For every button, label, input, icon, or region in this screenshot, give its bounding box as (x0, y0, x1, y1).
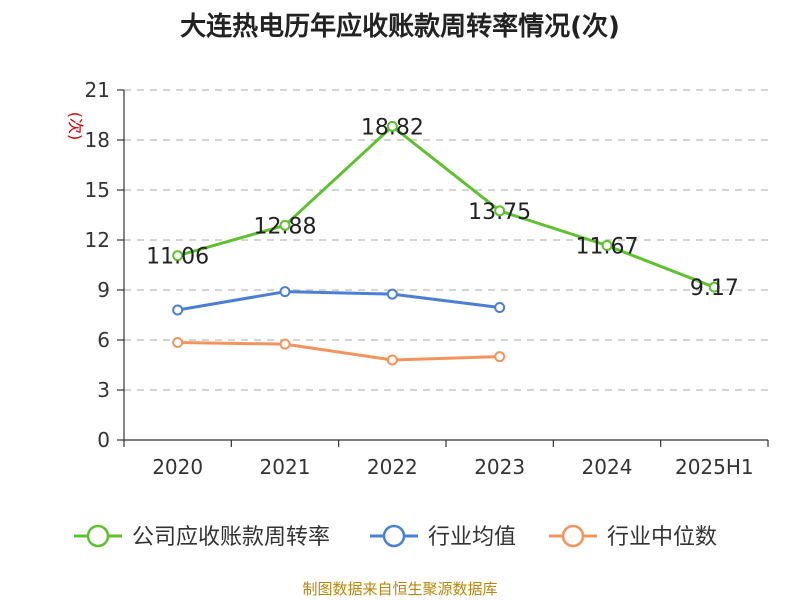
x-tick-label: 2022 (367, 455, 418, 479)
data-label: 18.82 (361, 115, 424, 140)
x-tick-label: 2021 (260, 455, 311, 479)
series-lines (172, 120, 720, 366)
x-tick-label: 2023 (474, 455, 525, 479)
data-point (708, 281, 720, 293)
x-tick-label: 2025H1 (675, 455, 754, 479)
y-tick-label: 18 (85, 128, 110, 152)
y-tick-label: 15 (85, 178, 110, 202)
legend-marker (382, 524, 406, 548)
legend: 公司应收账款周转率 行业均值 行业中位数 (74, 524, 717, 550)
x-tick-label: 2024 (582, 455, 633, 479)
grid-lines (124, 89, 768, 391)
data-labels: 11.06 12.88 18.82 13.75 11.67 9.17 (146, 115, 739, 301)
source-note: 制图数据来自恒生聚源数据库 (302, 580, 498, 598)
axes: 0 3 6 9 12 15 18 21 2020 2021 2022 2023 2024 2025H1 (85, 78, 769, 479)
data-point (279, 338, 291, 350)
legend-label: 行业均值 (428, 525, 516, 550)
data-label: 13.75 (468, 200, 531, 225)
legend-marker (561, 524, 585, 548)
legend-marker (86, 524, 110, 548)
data-point (386, 288, 398, 300)
data-point (172, 250, 184, 262)
data-point (601, 240, 613, 251)
legend-label: 行业中位数 (607, 525, 717, 550)
data-point (386, 354, 398, 366)
y-tick-label: 21 (85, 78, 110, 102)
chart-title: 大连热电历年应收账款周转率情况(次) (180, 12, 620, 42)
x-tick-label: 2020 (152, 455, 203, 479)
data-point (386, 120, 398, 132)
data-point (172, 337, 184, 348)
data-label: 12.88 (254, 214, 317, 239)
data-point (279, 286, 291, 298)
series-line (177, 290, 500, 312)
y-tick-label: 12 (85, 228, 110, 252)
series-line (177, 124, 715, 289)
legend-label: 公司应收账款周转率 (132, 525, 330, 550)
y-tick-label: 3 (97, 378, 110, 402)
data-point (494, 302, 506, 313)
series-line (177, 341, 500, 362)
y-axis-label: (次) (66, 112, 85, 141)
data-label: 11.06 (146, 245, 209, 270)
data-point (279, 219, 291, 231)
data-point (494, 205, 506, 217)
y-tick-label: 9 (97, 278, 110, 302)
y-tick-label: 0 (97, 428, 110, 452)
y-tick-label: 6 (97, 328, 110, 352)
data-label: 11.67 (576, 235, 639, 260)
data-point (494, 351, 506, 363)
data-point (172, 304, 184, 316)
data-label: 9.17 (690, 276, 739, 301)
